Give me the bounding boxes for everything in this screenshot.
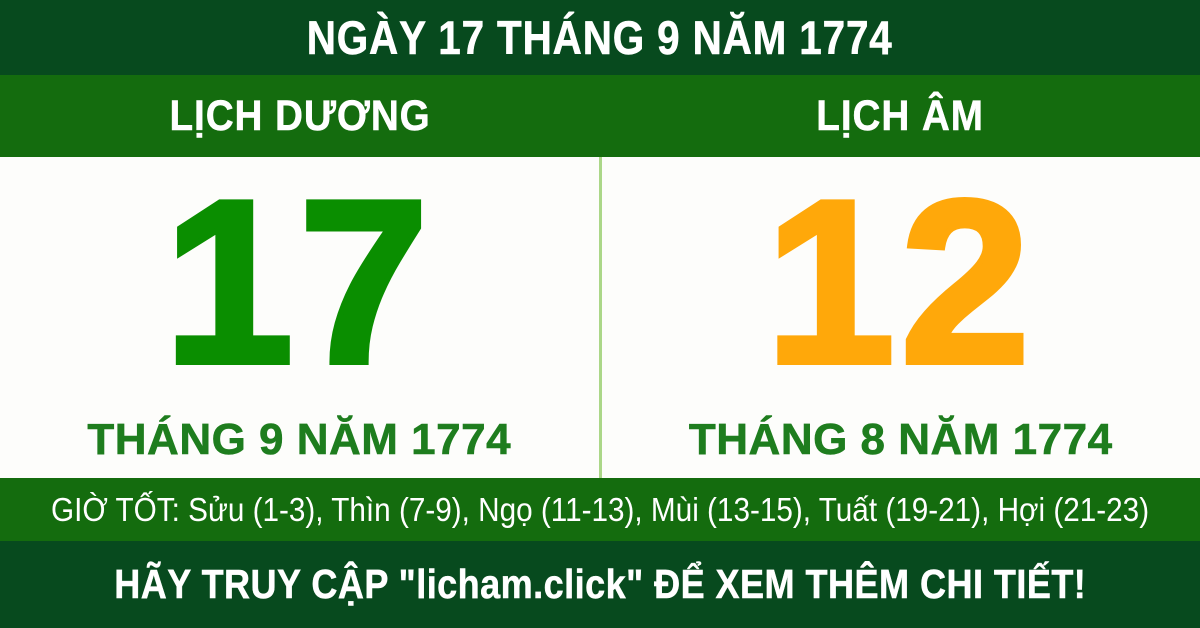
- lunar-heading-label: LỊCH ÂM: [816, 91, 984, 140]
- lunar-day-number: 12: [763, 153, 1036, 412]
- solar-heading-label: LỊCH DƯƠNG: [169, 91, 431, 140]
- solar-panel: 17 THÁNG 9 NĂM 1774: [0, 157, 599, 478]
- solar-month-year-label: THÁNG 9 NĂM 1774: [87, 415, 512, 465]
- footer-banner: HÃY TRUY CẬP "licham.click" ĐỂ XEM THÊM …: [0, 541, 1200, 628]
- footer-text: HÃY TRUY CẬP "licham.click" ĐỂ XEM THÊM …: [113, 561, 1086, 608]
- good-hours-text: GIỜ TỐT: Sửu (1-3), Thìn (7-9), Ngọ (11-…: [50, 490, 1150, 528]
- good-hours-bar: GIỜ TỐT: Sửu (1-3), Thìn (7-9), Ngọ (11-…: [0, 478, 1200, 541]
- lunar-panel: 12 THÁNG 8 NĂM 1774: [602, 157, 1200, 478]
- calendar-type-strip: LỊCH DƯƠNG LỊCH ÂM: [0, 75, 1200, 157]
- lunar-heading-cell: LỊCH ÂM: [600, 75, 1200, 157]
- lunar-month-year-label: THÁNG 8 NĂM 1774: [688, 415, 1113, 465]
- day-panels: 17 THÁNG 9 NĂM 1774 12 THÁNG 8 NĂM 1774: [0, 157, 1200, 478]
- date-header-title: NGÀY 17 THÁNG 9 NĂM 1774: [307, 11, 893, 65]
- solar-heading-cell: LỊCH DƯƠNG: [0, 75, 600, 157]
- date-header: NGÀY 17 THÁNG 9 NĂM 1774: [0, 0, 1200, 75]
- solar-day-number: 17: [161, 153, 435, 412]
- panel-divider: [598, 157, 602, 478]
